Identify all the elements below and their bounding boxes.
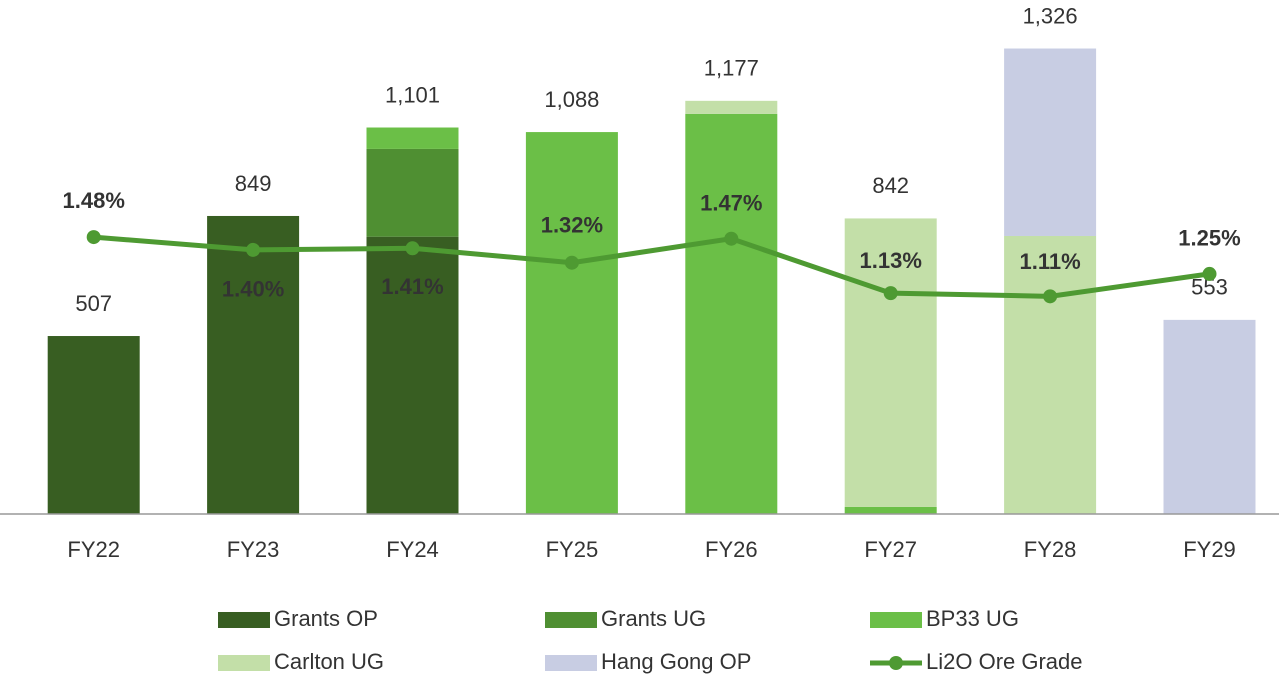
legend-label: Hang Gong OP <box>601 649 751 674</box>
legend-swatch-dot <box>889 656 903 670</box>
legend-label: Li2O Ore Grade <box>926 649 1083 674</box>
line-label: 1.47% <box>700 191 762 216</box>
line-point <box>1202 266 1217 281</box>
x-tick-label: FY29 <box>1183 537 1236 562</box>
total-label: 507 <box>75 291 112 316</box>
line-label: 1.25% <box>1178 226 1240 251</box>
x-tick-label: FY26 <box>705 537 758 562</box>
legend-swatch <box>870 612 922 628</box>
bar-segment <box>366 236 459 515</box>
line-label: 1.41% <box>381 274 443 299</box>
legend-label: BP33 UG <box>926 606 1019 631</box>
x-tick-label: FY27 <box>864 537 917 562</box>
legend-swatch <box>545 612 597 628</box>
bar-segment <box>1004 48 1097 236</box>
line-point <box>246 242 261 257</box>
line-label: 1.11% <box>1020 249 1081 274</box>
total-label: 1,326 <box>1023 3 1078 28</box>
line-point <box>724 231 739 246</box>
x-tick-label: FY25 <box>546 537 599 562</box>
bar-segment <box>1004 235 1097 514</box>
legend-label: Grants UG <box>601 606 706 631</box>
bar-segment <box>525 132 618 515</box>
bar-segment <box>366 127 459 149</box>
line-label: 1.40% <box>222 277 284 302</box>
line-point <box>564 255 579 270</box>
line-point <box>1043 289 1058 304</box>
bar-segment <box>844 218 937 507</box>
line-series <box>93 234 1210 299</box>
line-point <box>86 230 101 245</box>
line-point <box>883 286 898 301</box>
legend-swatch <box>218 655 270 671</box>
x-tick-label: FY22 <box>67 537 120 562</box>
line-label: 1.32% <box>541 213 603 238</box>
bar-segment <box>685 100 778 114</box>
total-label: 1,177 <box>704 56 759 81</box>
legend-swatch <box>545 655 597 671</box>
x-tick-label: FY28 <box>1024 537 1077 562</box>
bar-segment <box>207 215 300 514</box>
line-label: 1.48% <box>63 188 125 213</box>
bar-segment <box>47 336 140 514</box>
x-tick-label: FY24 <box>386 537 439 562</box>
total-label: 849 <box>235 171 272 196</box>
legend-label: Grants OP <box>274 606 378 631</box>
bar-segment <box>685 113 778 515</box>
bar-segment <box>1163 319 1256 514</box>
bar-segment <box>844 506 937 514</box>
total-label: 842 <box>872 173 909 198</box>
total-label: 1,101 <box>385 82 440 107</box>
legend-swatch <box>218 612 270 628</box>
line-label: 1.13% <box>860 248 922 273</box>
x-tick-label: FY23 <box>227 537 280 562</box>
line-point <box>405 241 420 256</box>
bar-segment <box>366 148 459 237</box>
total-label: 1,088 <box>544 87 599 112</box>
legend-label: Carlton UG <box>274 649 384 674</box>
